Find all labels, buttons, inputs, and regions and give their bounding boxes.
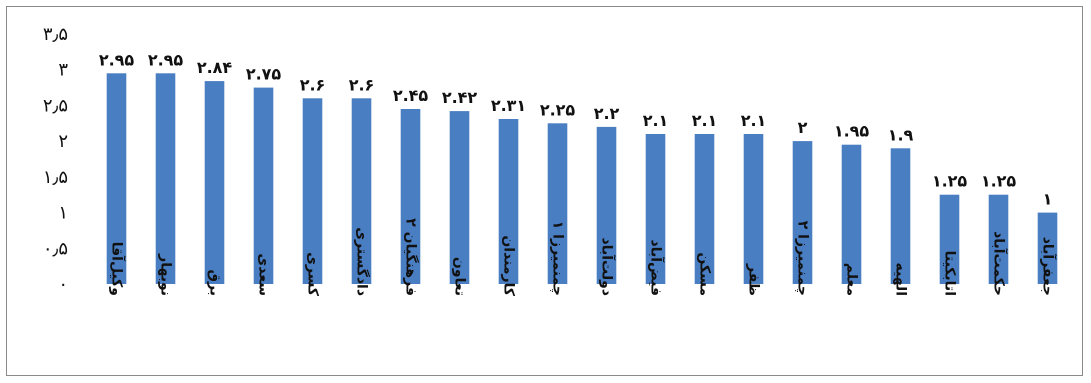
- y-tick-label: ۲: [58, 131, 68, 152]
- bar: [155, 73, 176, 284]
- bar: [204, 81, 225, 284]
- data-label: ۲.۱: [643, 111, 669, 130]
- category-label: نوبهار: [158, 253, 174, 296]
- bar: [743, 134, 764, 284]
- data-label: ۲.۷۵: [246, 65, 282, 84]
- data-label: ۲.۸۴: [197, 58, 233, 77]
- category-label: تعاون: [452, 257, 468, 296]
- data-label: ۱: [1043, 190, 1053, 209]
- data-label: ۲: [798, 118, 808, 137]
- bar: [547, 123, 568, 284]
- bar: [939, 194, 960, 284]
- bar: [106, 73, 127, 284]
- data-label: ۲.۲۵: [540, 100, 576, 119]
- data-label: ۲.۶: [300, 75, 326, 94]
- bar: [596, 126, 617, 285]
- y-tick-label: ۱٫۵: [43, 167, 68, 188]
- data-label: ۲.۲: [594, 104, 620, 123]
- category-label: فرهنگیان ۲: [403, 218, 420, 296]
- category-label: حکمت‌آباد: [991, 231, 1009, 296]
- category-label: الهیه: [893, 262, 909, 296]
- category-label: مسکن: [697, 252, 713, 296]
- category-label: چمنمیرزا ۱: [550, 221, 566, 296]
- category-label: سعدی: [256, 253, 272, 296]
- category-label: فیض‌آباد: [648, 240, 666, 296]
- bar: [253, 87, 274, 284]
- y-tick-label: ۳٫۵: [43, 24, 68, 45]
- bar: [351, 98, 372, 284]
- bar: [645, 134, 666, 284]
- data-label: ۱.۹: [888, 125, 914, 144]
- bar: [1037, 212, 1058, 284]
- data-label: ۲.۴۲: [442, 88, 478, 107]
- data-label: ۲.۹۵: [148, 50, 184, 69]
- category-label: وکیل‌آقا: [109, 242, 127, 296]
- data-label: ۲.۱: [741, 111, 767, 130]
- category-label: کارمندان: [501, 235, 517, 297]
- bar: [400, 109, 421, 284]
- bar: [841, 144, 862, 284]
- category-label: ظفر: [746, 263, 762, 296]
- data-label: ۱.۹۵: [834, 122, 870, 141]
- data-label: ۲.۱: [692, 111, 718, 130]
- y-tick-label: ۲٫۵: [43, 95, 68, 116]
- data-label: ۲.۳۱: [491, 96, 526, 115]
- bar: [449, 111, 470, 284]
- category-label: معلم: [844, 263, 860, 296]
- data-label: ۲.۴۵: [393, 86, 429, 105]
- y-tick-label: ۰: [58, 274, 68, 295]
- bar: [498, 119, 519, 284]
- data-label: ۲.۶: [349, 75, 375, 94]
- bar: [890, 148, 911, 284]
- category-label: دادگستری: [354, 227, 371, 296]
- category-label: دولت‌آباد: [599, 238, 617, 296]
- y-tick-label: ۱: [58, 203, 68, 224]
- category-label: برق: [207, 270, 223, 296]
- y-tick-label: ۰٫۵: [43, 238, 68, 259]
- category-label: چمنمیرزا ۲: [795, 221, 811, 296]
- y-tick-label: ۳: [58, 60, 68, 81]
- bar: [302, 98, 323, 284]
- data-label: ۱.۲۵: [932, 172, 968, 191]
- data-label: ۱.۲۵: [981, 172, 1017, 191]
- data-label: ۲.۹۵: [99, 50, 135, 69]
- bar: [694, 134, 715, 284]
- bar: [792, 141, 813, 284]
- category-label: جعفرآباد: [1040, 237, 1058, 296]
- category-label: اتابکیتا: [942, 251, 958, 296]
- category-label: کسری: [305, 252, 321, 297]
- bar: [988, 194, 1009, 284]
